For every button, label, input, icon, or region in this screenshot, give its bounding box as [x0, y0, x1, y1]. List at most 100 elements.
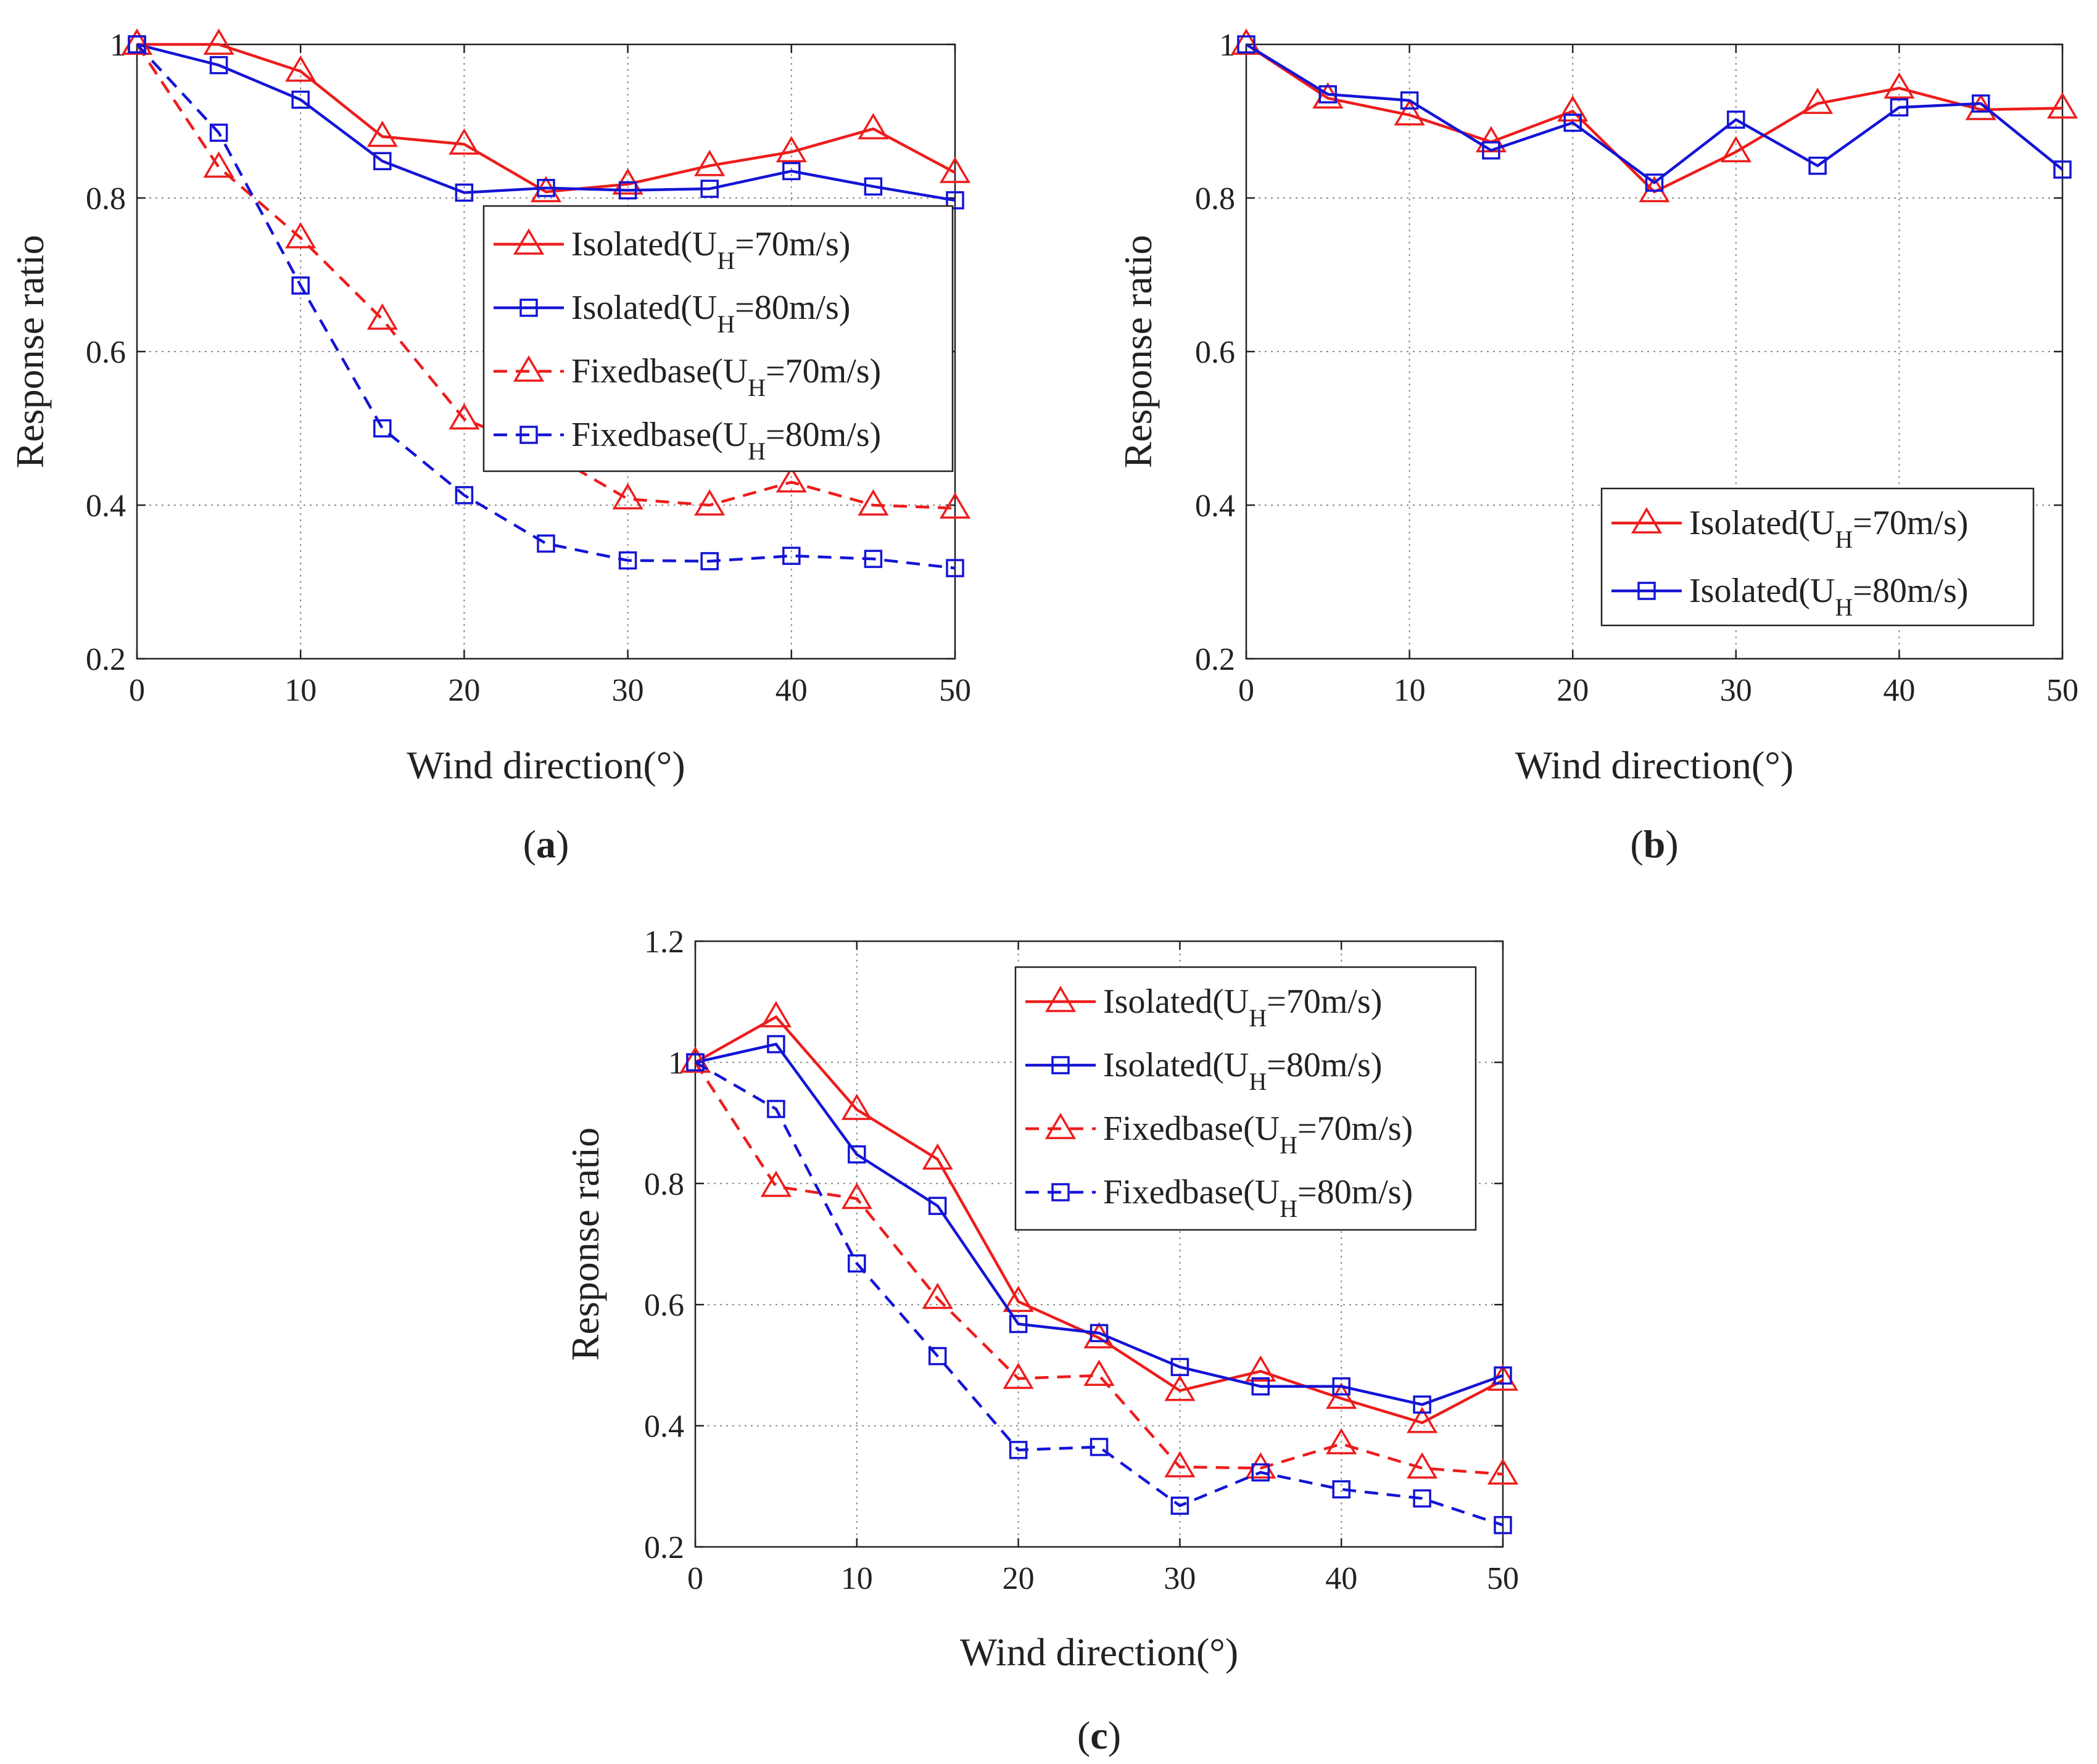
legend-box [1600, 487, 2035, 627]
legend-swatch-marker [513, 355, 545, 382]
data-point [1009, 1441, 1028, 1459]
data-point [1400, 91, 1419, 110]
x-tick-label: 20 [1003, 1561, 1035, 1596]
data-point [946, 559, 964, 577]
legend-entry: Isolated(UH=70m/s) [1611, 504, 1968, 553]
data-point [939, 157, 971, 183]
data-point [373, 419, 392, 438]
y-tick-label: 0.8 [86, 181, 126, 216]
legend-label: Isolated(UH=70m/s) [1103, 983, 1382, 1032]
y-tick-label: 0.6 [86, 335, 126, 370]
data-point [618, 551, 637, 570]
legend-label: Isolated(UH=70m/s) [1689, 504, 1968, 553]
data-point [209, 56, 228, 75]
series-3 [679, 1046, 1519, 1485]
data-point [1326, 1382, 1357, 1409]
data-point [1245, 1452, 1276, 1479]
legend-entry: Isolated(UH=80m/s) [494, 289, 850, 338]
data-point [864, 177, 883, 196]
y-tick-label: 0.8 [1195, 181, 1235, 216]
y-tick-label: 0.8 [644, 1167, 684, 1202]
data-point [1090, 1324, 1109, 1343]
data-point [782, 546, 801, 565]
legend-entry: Isolated(UH=70m/s) [1025, 983, 1382, 1032]
data-point [848, 1254, 866, 1273]
data-point [848, 1145, 866, 1164]
legend-box [482, 205, 954, 472]
data-point [1487, 1458, 1519, 1485]
data-point [1251, 1377, 1270, 1396]
data-point [1494, 1366, 1512, 1385]
legend-label: Fixedbase(UH=80m/s) [1103, 1173, 1413, 1222]
x-tick-label: 10 [841, 1561, 873, 1596]
data-point [285, 55, 316, 82]
series-1 [679, 1000, 1519, 1433]
x-tick-label: 30 [1720, 673, 1752, 708]
data-point [612, 483, 643, 509]
data-point [1394, 99, 1425, 126]
data-point [285, 221, 316, 249]
x-axis-label: Wind direction(°) [1515, 743, 1793, 787]
data-point [1884, 72, 1915, 99]
legend-swatch-marker [1051, 1056, 1070, 1074]
y-tick-label: 1 [668, 1045, 684, 1081]
data-point [1720, 136, 1752, 163]
data-point [776, 136, 807, 163]
data-point [1727, 110, 1745, 129]
legend: Isolated(UH=70m/s) Isolated(UH=80m/s) Fixe… [1014, 966, 1477, 1231]
x-tick-label: 10 [1394, 673, 1426, 708]
legend-swatch-marker [519, 426, 538, 444]
data-point [449, 403, 480, 430]
series-line [694, 1015, 1504, 1425]
series-line [136, 43, 956, 202]
legend-swatch-marker [519, 299, 538, 317]
x-tick-label: 50 [939, 673, 971, 708]
data-point [1237, 35, 1255, 54]
data-point [946, 191, 964, 210]
data-point [1407, 1406, 1438, 1433]
chart-panel-b: 0 10 20 30 40 50 0.2 0.4 0.6 0.8 1 Wind direction(°… [1116, 28, 2078, 866]
data-point [1318, 85, 1338, 104]
data-point [1890, 98, 1909, 117]
data-point [1003, 1362, 1034, 1389]
data-point [537, 179, 555, 197]
panel-label: (a) [523, 822, 569, 866]
legend-label: Isolated(UH=80m/s) [1103, 1046, 1382, 1095]
x-tick-label: 40 [1325, 1561, 1357, 1596]
legend-entry: Fixedbase(UH=80m/s) [1025, 1173, 1413, 1222]
data-point [455, 183, 474, 202]
data-point [922, 1282, 953, 1309]
x-tick-label: 30 [612, 673, 644, 708]
series-line [695, 1042, 1503, 1406]
data-point [922, 1143, 953, 1170]
y-tick-label: 0.6 [1195, 335, 1235, 370]
series-2 [128, 35, 964, 210]
data-point [1563, 113, 1582, 132]
data-point [366, 120, 398, 147]
y-tick-label: 1 [1219, 28, 1235, 63]
y-tick-label: 0.2 [86, 642, 126, 677]
data-point [291, 276, 310, 295]
data-point [128, 35, 146, 54]
series-line [694, 1061, 1503, 1476]
data-point [776, 466, 807, 493]
x-tick-label: 0 [687, 1561, 703, 1596]
series-line [1245, 43, 2064, 184]
panel-label: (b) [1630, 822, 1678, 866]
data-point [760, 1170, 792, 1197]
data-point [1407, 1452, 1438, 1479]
data-point [455, 486, 474, 505]
legend-swatch-marker [1044, 1113, 1077, 1139]
y-tick-label: 0.4 [86, 488, 126, 524]
legend-box [1014, 966, 1477, 1231]
data-point [1802, 88, 1834, 114]
series-4 [686, 1053, 1512, 1535]
legend-label: Fixedbase(UH=70m/s) [1103, 1110, 1413, 1159]
legend: Isolated(UH=70m/s) Isolated(UH=80m/s) [1600, 487, 2035, 627]
data-point [1009, 1314, 1028, 1333]
x-tick-label: 40 [1883, 673, 1915, 708]
y-axis-label: Response ratio [1116, 235, 1160, 469]
y-tick-label: 0.2 [644, 1530, 684, 1565]
legend-swatch-marker [1637, 582, 1656, 600]
data-point [1808, 156, 1827, 175]
